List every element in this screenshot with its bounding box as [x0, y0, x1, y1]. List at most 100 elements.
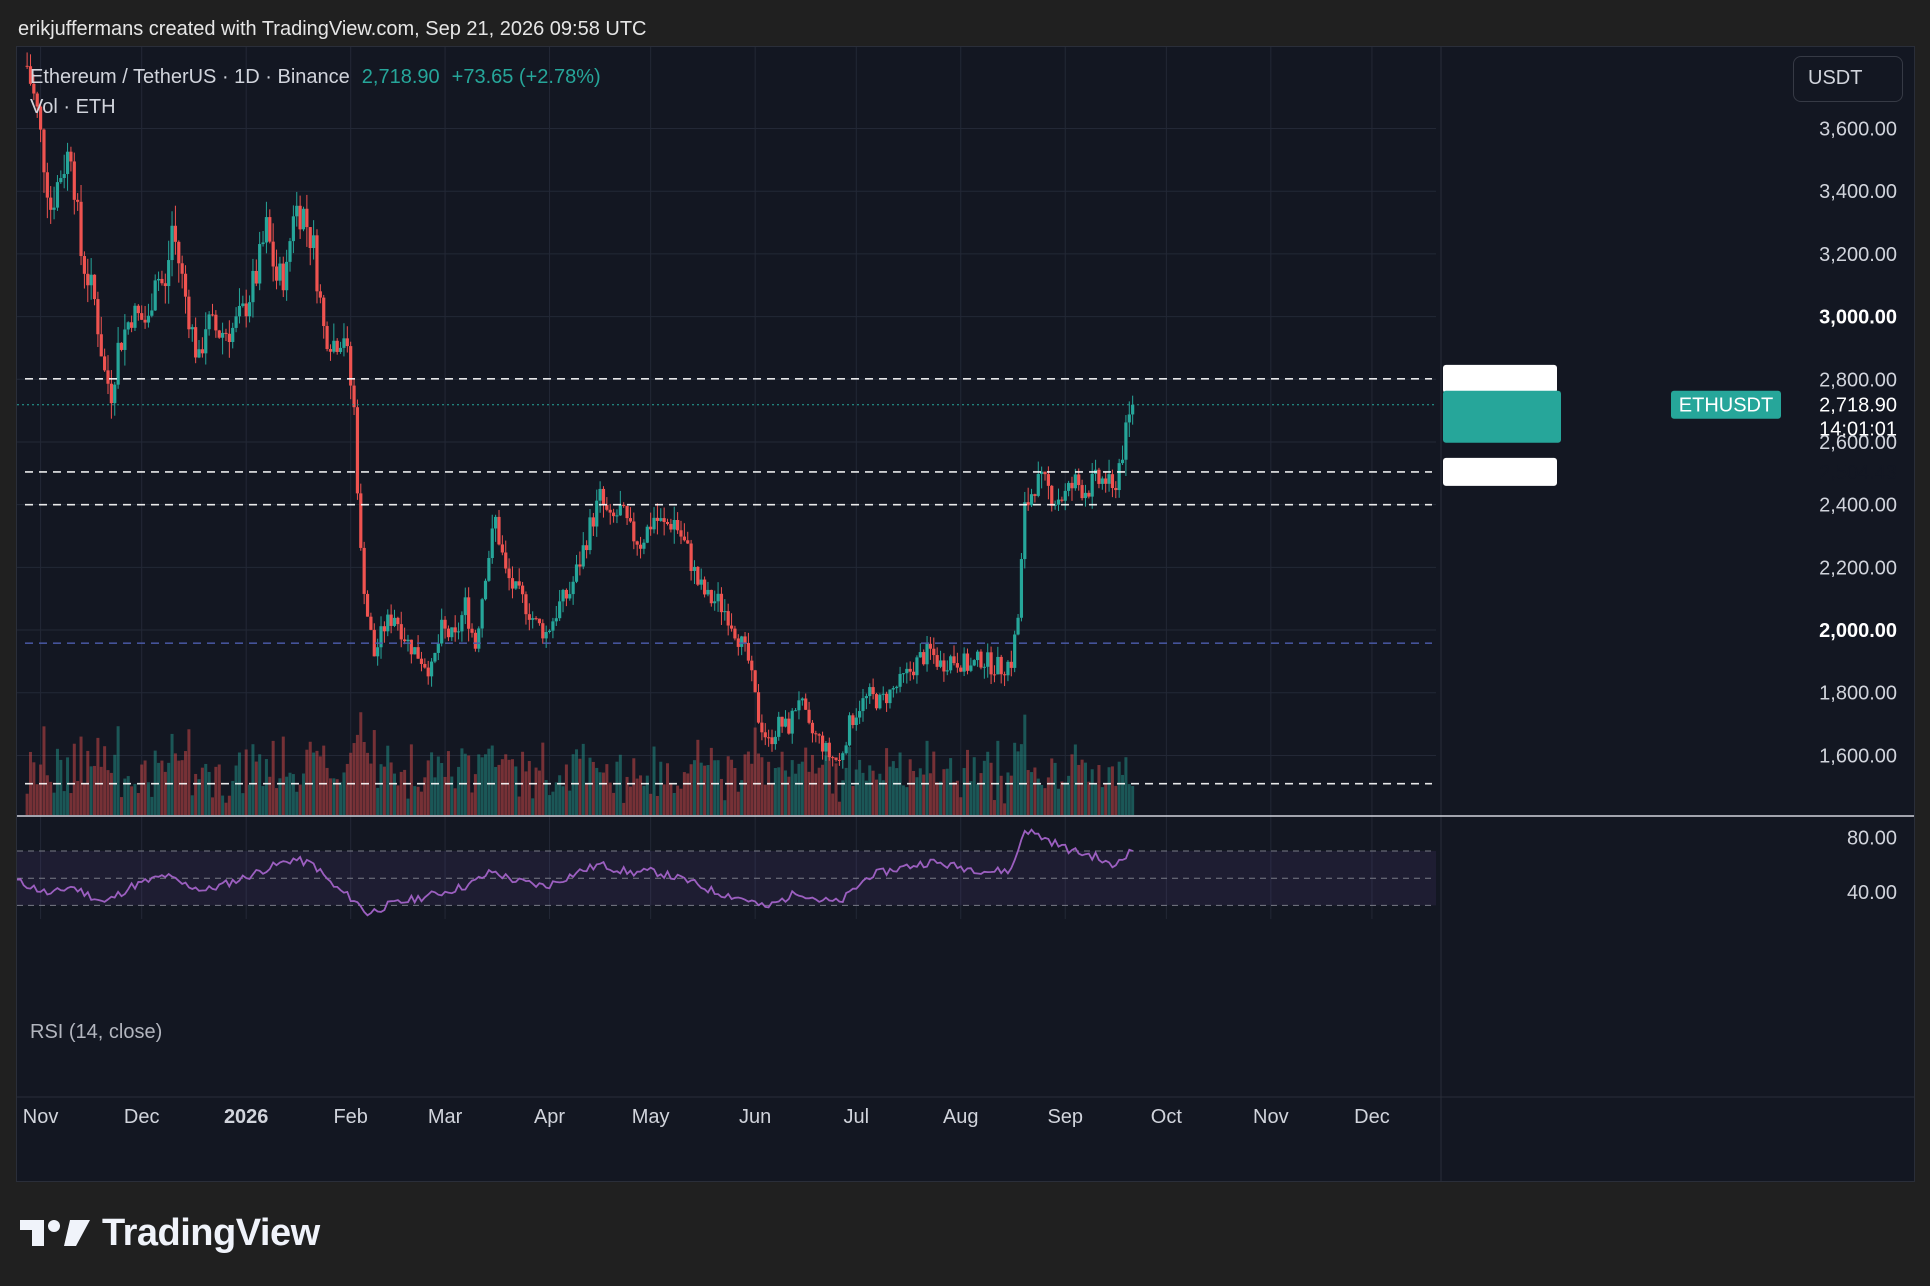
- last-price-tag-label: 2,718.90: [1819, 395, 1897, 417]
- volume-bar: [568, 790, 572, 815]
- candle-body: [254, 270, 258, 284]
- price-axis-tick: 3,400.00: [1819, 181, 1897, 203]
- candle-body: [885, 693, 889, 704]
- candle-body: [844, 745, 848, 754]
- candle-body: [537, 618, 542, 624]
- time-axis-label: Jun: [739, 1106, 771, 1128]
- candle-body: [669, 523, 673, 530]
- volume-bar: [726, 756, 730, 815]
- volume-bar: [608, 782, 612, 815]
- volume-bars: [25, 712, 1135, 815]
- volume-bar: [376, 787, 380, 815]
- candle-body: [817, 734, 821, 736]
- candle-body: [628, 518, 633, 522]
- volume-bar: [669, 783, 673, 815]
- candle-body: [477, 628, 481, 649]
- volume-bar: [804, 747, 808, 815]
- time-axis-label: Dec: [124, 1106, 160, 1128]
- volume-bar: [49, 781, 53, 815]
- volume-bar: [393, 773, 397, 815]
- candle-body: [871, 687, 875, 695]
- price-axis-tick: 3,600.00: [1819, 119, 1897, 141]
- volume-bar: [965, 749, 969, 815]
- candle-body: [187, 296, 191, 330]
- currency-button[interactable]: USDT: [1793, 56, 1903, 102]
- volume-bar: [821, 764, 825, 815]
- candle-body: [824, 742, 828, 752]
- candle-body: [285, 261, 289, 291]
- candle-body: [760, 722, 764, 733]
- candle-body: [696, 566, 700, 585]
- volume-bar: [716, 760, 720, 815]
- candle-body: [382, 626, 386, 632]
- level-tag: [1443, 364, 1557, 393]
- candle-body: [874, 694, 879, 709]
- volume-bar: [126, 776, 130, 815]
- candle-body: [119, 342, 124, 350]
- volume-bar: [750, 763, 754, 815]
- candle-body: [1063, 490, 1067, 501]
- candle-body: [891, 688, 895, 690]
- volume-bar: [679, 788, 683, 815]
- volume-bar: [167, 762, 171, 815]
- candle-body: [645, 526, 649, 543]
- candle-body: [278, 263, 282, 281]
- candle-body: [160, 278, 164, 284]
- candle-body: [851, 715, 855, 726]
- volume-bar: [443, 776, 447, 815]
- candle-body: [932, 648, 936, 656]
- volume-bar: [146, 782, 150, 815]
- candle-body: [820, 735, 825, 752]
- volume-bar: [113, 754, 117, 815]
- volume-bar: [868, 765, 872, 815]
- volume-bar: [359, 712, 363, 815]
- volume-bar: [248, 784, 252, 815]
- volume-bar: [133, 783, 137, 815]
- volume-bar: [645, 775, 649, 815]
- candle-body: [834, 757, 838, 760]
- candle-body: [483, 580, 488, 600]
- candle-body: [325, 326, 329, 350]
- candle-body: [504, 552, 508, 569]
- volume-bar: [433, 777, 437, 815]
- candle-body: [153, 280, 157, 311]
- volume-bar: [507, 759, 511, 815]
- candle-body: [349, 346, 353, 386]
- volume-bar: [1080, 759, 1084, 815]
- candle-body: [1067, 482, 1071, 491]
- chart-frame[interactable]: 2,801.41 2,504.43 ETHUSDT 2,718.90 14:01:01 …: [16, 46, 1915, 1182]
- volume-bar: [59, 759, 63, 815]
- candle-body: [979, 651, 983, 668]
- candle-body: [807, 709, 811, 723]
- volume-bar: [1060, 781, 1064, 815]
- volume-bar: [639, 775, 643, 815]
- legend-change: +73.65 (+2.78%): [451, 66, 601, 88]
- volume-bar: [399, 771, 403, 815]
- volume-bar: [591, 761, 595, 815]
- candle-body: [895, 686, 899, 689]
- legend-last-price: 2,718.90: [361, 66, 440, 88]
- candle-body: [510, 578, 515, 589]
- candle-body: [146, 315, 151, 323]
- volume-bar: [352, 743, 356, 815]
- candle-body: [167, 260, 171, 287]
- volume-bar: [743, 754, 747, 815]
- volume-bar: [912, 770, 916, 815]
- volume-bar: [264, 759, 268, 815]
- volume-bar: [635, 778, 639, 815]
- candle-body: [224, 332, 228, 334]
- symbol-legend: Ethereum / TetherUS · 1D · Binance 2,718.…: [30, 66, 601, 89]
- candle-body: [210, 314, 215, 316]
- candle-body: [750, 660, 754, 671]
- candle-body: [1104, 478, 1108, 484]
- volume-bar: [504, 754, 508, 815]
- candle-body: [28, 66, 33, 84]
- candle-body: [649, 526, 653, 530]
- volume-bar: [103, 746, 107, 815]
- candle-body: [901, 673, 906, 675]
- candle-body: [716, 593, 720, 602]
- candle-body: [79, 201, 83, 257]
- volume-bar: [959, 797, 963, 815]
- candle-body: [436, 643, 440, 653]
